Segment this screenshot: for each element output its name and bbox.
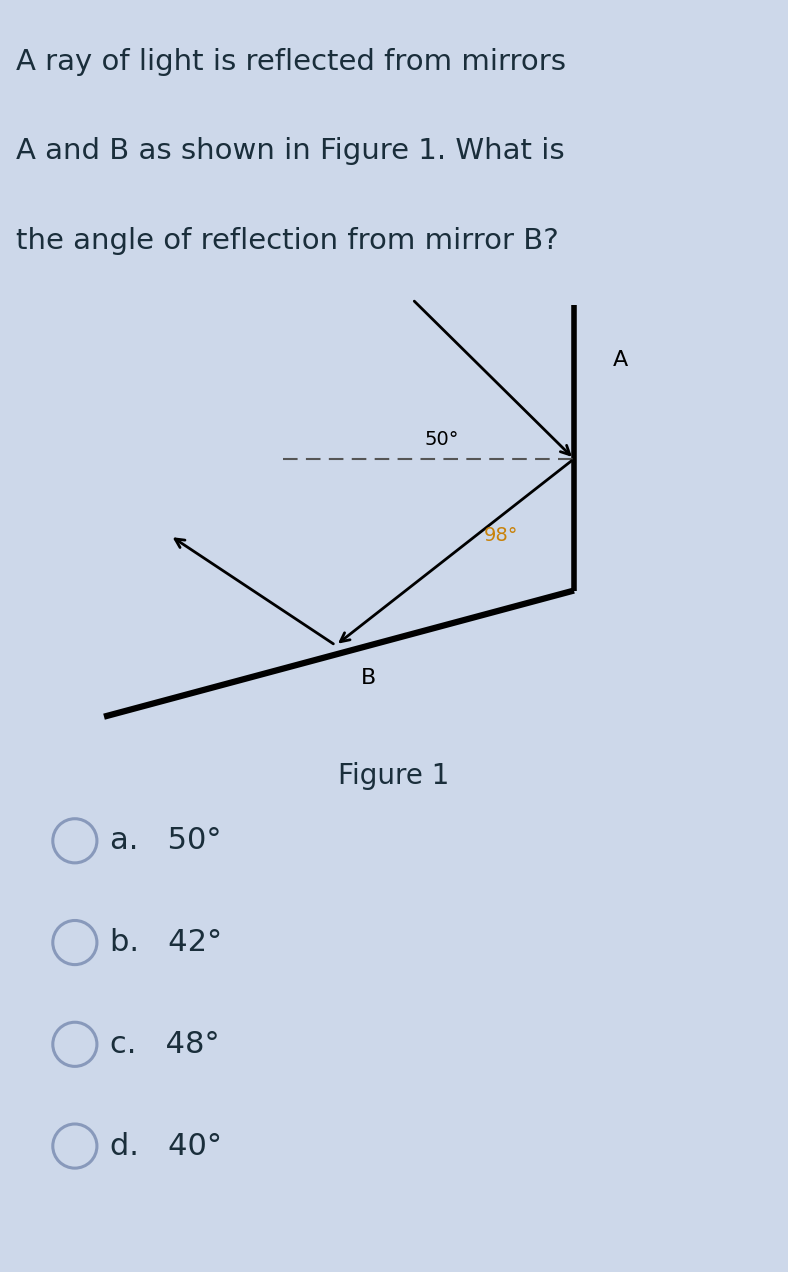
Text: A: A <box>613 350 628 370</box>
Text: d.   40°: d. 40° <box>110 1132 222 1160</box>
Text: the angle of reflection from mirror B?: the angle of reflection from mirror B? <box>16 226 559 254</box>
Text: 98°: 98° <box>484 527 519 546</box>
Text: A and B as shown in Figure 1. What is: A and B as shown in Figure 1. What is <box>16 137 564 165</box>
Text: Figure 1: Figure 1 <box>338 762 450 790</box>
Text: 50°: 50° <box>425 430 459 449</box>
Text: b.   42°: b. 42° <box>110 929 222 957</box>
Text: B: B <box>361 668 377 688</box>
Text: c.   48°: c. 48° <box>110 1030 220 1058</box>
Text: a.   50°: a. 50° <box>110 827 221 855</box>
Text: A ray of light is reflected from mirrors: A ray of light is reflected from mirrors <box>16 48 566 76</box>
